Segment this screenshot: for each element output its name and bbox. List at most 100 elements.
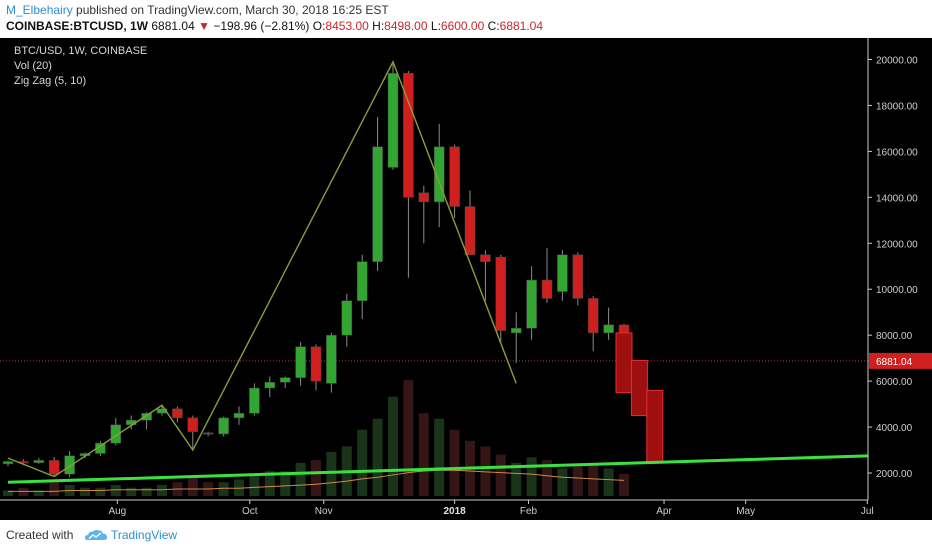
candle-up[interactable] [64, 455, 75, 475]
candle-up[interactable] [95, 442, 106, 454]
price-axis-background [868, 38, 932, 520]
candle-up[interactable] [341, 300, 353, 336]
candle-up[interactable] [156, 408, 168, 414]
candle-down[interactable] [202, 432, 214, 435]
zigzag-line [7, 60, 517, 478]
price-chart[interactable]: 2000.00 4000.00 6000.00 8000.00 10000.00 1200… [0, 38, 932, 520]
candle-up[interactable] [326, 334, 337, 384]
candle-down[interactable] [495, 256, 507, 331]
candle-up[interactable] [249, 387, 260, 414]
candle-down[interactable] [480, 254, 491, 262]
price-tick-label: 8000.00 [876, 331, 913, 342]
high-label: H: [372, 19, 385, 33]
candle-down[interactable] [587, 298, 599, 334]
volume-bar [249, 473, 260, 496]
high-value: 8498.00 [384, 19, 428, 33]
volume-bar [264, 471, 275, 496]
volume-bar [141, 487, 152, 496]
volume-bar [3, 490, 13, 496]
candle-up[interactable] [372, 146, 383, 262]
volume-bar [511, 462, 522, 496]
time-tick-label: Oct [242, 506, 258, 517]
time-tick-label: Jul [861, 506, 874, 517]
price-tick-label: 16000.00 [876, 147, 918, 158]
legend-zigzag[interactable]: Zig Zag (5, 10) [14, 75, 87, 87]
support-trendline[interactable] [7, 454, 869, 484]
volume-bar [588, 462, 599, 496]
volume-bar [49, 482, 60, 496]
volume-bar [326, 451, 337, 496]
volume-ma-line [8, 469, 625, 492]
candle-up[interactable] [2, 461, 14, 465]
volume-bar [434, 418, 445, 496]
low-label: L: [430, 19, 441, 33]
candle-down[interactable] [464, 206, 476, 256]
chart-background [0, 38, 932, 520]
created-with-text: Created with [6, 528, 74, 542]
price-tick-label: 10000.00 [876, 285, 918, 296]
candle-down[interactable] [572, 254, 584, 299]
candle-up[interactable] [33, 460, 45, 463]
legend-volume[interactable]: Vol (20) [14, 60, 52, 72]
candle-down[interactable] [403, 73, 414, 198]
price-tick-label: 4000.00 [876, 423, 913, 434]
candle-down[interactable] [449, 146, 460, 207]
candle-up[interactable] [264, 382, 276, 389]
candle-up[interactable] [603, 324, 614, 334]
candle-up[interactable] [356, 261, 368, 301]
volume-bar [157, 484, 167, 496]
volume-bar [603, 468, 614, 496]
projected-candle [646, 389, 664, 463]
volume-bar [526, 457, 537, 496]
current-price-label: 6881.04 [876, 357, 913, 368]
price-tick-label: 18000.00 [876, 101, 918, 112]
volume-bar [403, 380, 414, 496]
published-text: published on TradingView.com, March 30, … [76, 3, 389, 17]
price-change: −198.96 (−2.81%) [213, 19, 310, 33]
candle-up[interactable] [387, 73, 399, 168]
price-tick-label: 6000.00 [876, 377, 913, 388]
projected-candle [615, 332, 633, 394]
last-price: 6881.04 [151, 19, 195, 33]
chart-area[interactable]: 2000.00 4000.00 6000.00 8000.00 10000.00 1200… [0, 38, 932, 520]
tradingview-cloud-icon[interactable] [84, 527, 108, 548]
candle-up[interactable] [557, 254, 568, 292]
volume-bar [619, 473, 629, 496]
author-link[interactable]: M_Elbehairy [6, 3, 73, 17]
candle-up[interactable] [279, 377, 291, 383]
open-value: 8453.00 [325, 19, 369, 33]
price-tick-label: 14000.00 [876, 193, 918, 204]
candle-down[interactable] [418, 192, 430, 203]
volume-bar [557, 468, 568, 496]
candle-down[interactable] [310, 346, 322, 382]
volume-bar [480, 446, 491, 496]
low-value: 6600.00 [440, 19, 485, 33]
candle-up[interactable] [110, 424, 122, 444]
candle-up[interactable] [141, 413, 152, 421]
time-tick-label: Apr [656, 506, 672, 517]
time-tick-label: May [736, 506, 755, 517]
volume-bar [357, 429, 368, 496]
header-bar: M_Elbehairy published on TradingView.com… [0, 0, 932, 38]
volume-bar [572, 465, 583, 496]
volume-bar [495, 454, 506, 496]
candle-up[interactable] [526, 279, 537, 329]
volume-bar [18, 487, 29, 496]
candle-up[interactable] [218, 417, 229, 435]
candle-down[interactable] [541, 279, 553, 299]
volume-bar [95, 487, 106, 496]
candle-down[interactable] [172, 408, 183, 419]
candle-down[interactable] [48, 460, 60, 475]
chart-legend: BTC/USD, 1W, COINBASE Vol (20) Zig Zag (… [14, 44, 147, 89]
price-tick-label: 20000.00 [876, 55, 918, 66]
candle-down[interactable] [187, 417, 199, 432]
volume-bar [33, 490, 44, 496]
candle-up[interactable] [233, 413, 245, 419]
price-tick-label: 12000.00 [876, 239, 918, 250]
volume-bar [110, 484, 121, 496]
candle-up[interactable] [510, 328, 522, 334]
candle-up[interactable] [295, 346, 306, 378]
candle-up[interactable] [433, 146, 445, 203]
current-price-label-bg [869, 352, 932, 369]
tradingview-brand-link[interactable]: TradingView [111, 528, 178, 542]
